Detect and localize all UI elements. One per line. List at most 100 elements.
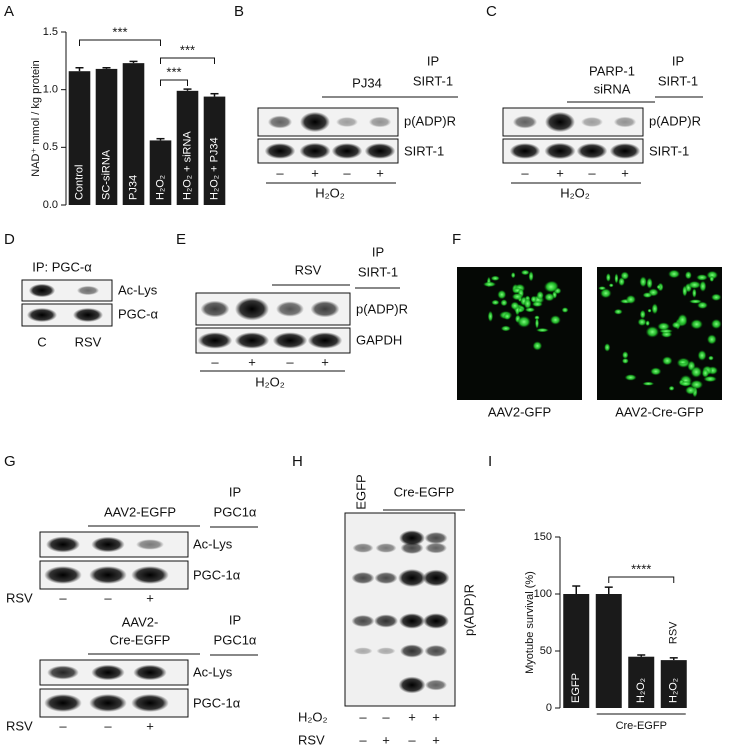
lane-sign: + [382,732,390,747]
cell [703,375,717,383]
cell [696,274,708,281]
band [331,143,363,159]
ip-target: PGC1α [214,504,257,519]
cell [549,315,561,325]
cell [520,269,530,276]
cell [614,273,619,284]
caption: AAV2-Cre-GFP [615,404,704,419]
lane-header: AAV2-EGFP [104,504,176,519]
band [44,694,82,712]
bar [95,68,118,205]
band [200,300,230,318]
cell [650,367,662,376]
bar [563,594,590,708]
cell [647,308,652,313]
band [399,613,425,629]
cell [711,293,722,301]
cell [679,380,692,387]
band [264,143,296,159]
cell [688,299,703,304]
band [424,645,448,657]
ip-label: IP [672,53,684,68]
ip-label: IP [229,612,241,627]
cell [543,281,558,293]
significance-bracket [79,39,161,46]
band [398,569,426,587]
band [131,694,169,712]
y-tick-label: 0.0 [43,199,58,211]
band [609,143,641,159]
y-tick-label: 100 [534,588,552,600]
panel-label: G [4,453,16,470]
cell [561,307,569,313]
lane-header: Cre-EGFP [110,632,171,647]
lane-sign: + [432,732,440,747]
cell [637,318,647,327]
cell [639,276,647,288]
cell [709,275,715,282]
lane-header: siRNA [594,81,631,96]
cell [511,292,523,301]
group-label: Cre-EGFP [616,720,667,732]
band [310,300,340,318]
band [91,536,125,553]
cell [687,280,702,289]
band [376,647,396,655]
cell [691,288,697,298]
bar-label: SC-siRNA [100,149,112,200]
row-label: p(ADP)R [404,113,456,128]
lane-header: Cre-EGFP [394,484,455,499]
band [47,665,79,680]
cell [706,334,717,345]
panel-label: B [234,3,244,20]
band [133,664,167,681]
y-tick-label: 0 [546,702,552,714]
cell [532,341,543,351]
cell [491,299,500,306]
lane-header: RSV [295,262,322,277]
ip-target: PGC1α [214,632,257,647]
lane-sign: – [359,709,367,724]
lane-header: PJ34 [352,75,382,90]
band [398,676,426,694]
cell [642,292,653,298]
panel-label: D [4,231,15,248]
band [352,543,374,553]
bar [595,594,622,708]
bar-label: Control [73,165,85,200]
y-tick-label: 50 [540,645,552,657]
bar-label: PJ34 [127,175,139,200]
band [46,536,80,553]
cell [639,309,646,319]
treatment-label: H₂O₂ [560,185,590,200]
band [353,647,373,655]
band [364,143,396,159]
ip-label: IP [229,484,241,499]
lane-sign: + [621,165,629,180]
row-label: GAPDH [356,332,402,347]
band [276,301,304,317]
caption: AAV2-GFP [488,404,551,419]
row-label: SIRT-1 [404,143,444,158]
cell [697,301,708,310]
cell [690,319,703,330]
cell [497,289,507,300]
lane-sign: + [146,590,154,605]
cell [685,385,697,395]
cell [684,271,692,280]
band [197,332,233,349]
significance-bracket [608,576,675,583]
significance-bracket [160,57,215,64]
y-tick-label: 150 [534,531,552,543]
band [576,143,608,159]
row-label: SIRT-1 [649,143,689,158]
band [136,539,164,550]
significance-label: *** [180,42,195,57]
cell [487,310,494,323]
lane-sign: + [408,709,416,724]
cell [671,321,682,329]
treatment-label: RSV [6,590,33,605]
lane-sign: + [432,709,440,724]
row-label: p(ADP)R [461,584,476,636]
